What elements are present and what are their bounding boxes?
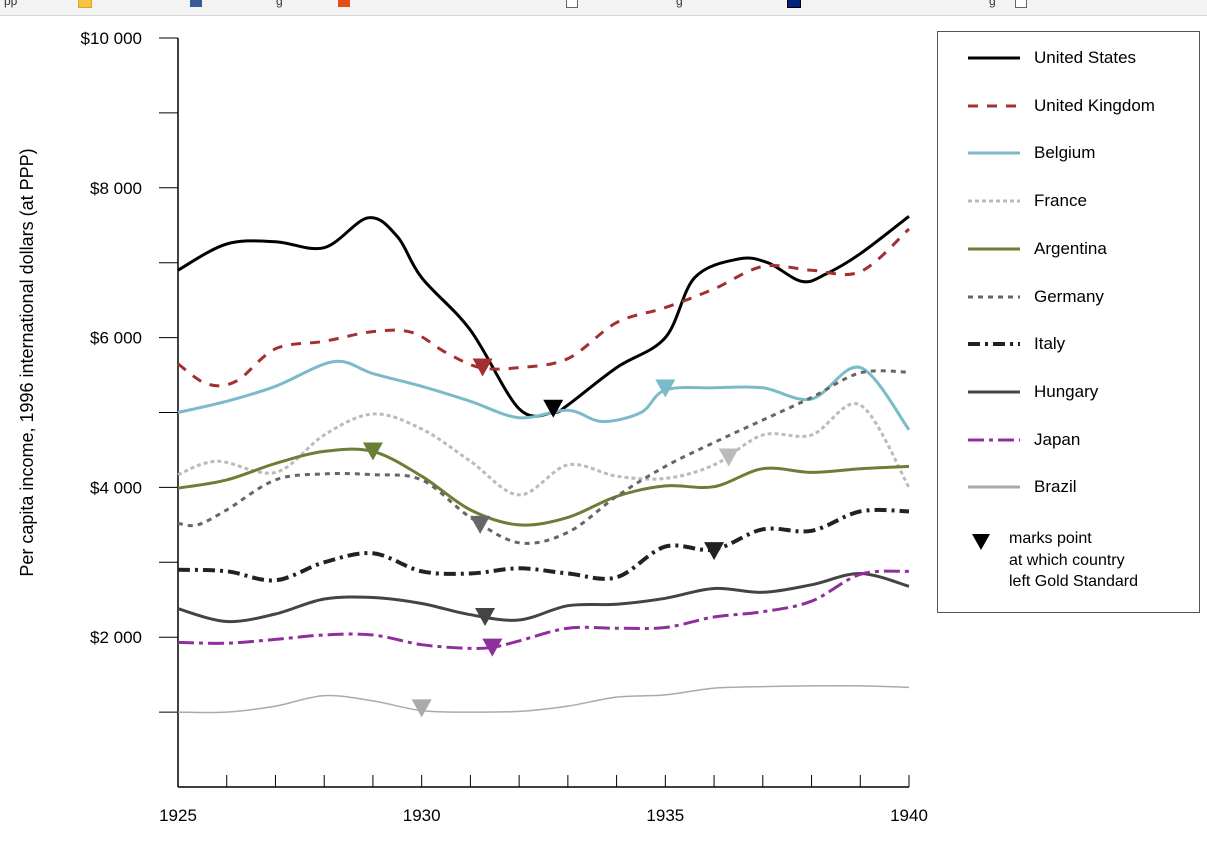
series-line-brazil	[177, 684, 910, 714]
legend-swatch	[968, 199, 1020, 203]
office-icon	[338, 0, 350, 7]
gold-standard-marker-france	[718, 448, 739, 467]
legend-label: Japan	[1034, 429, 1081, 449]
x-tick-label: 1935	[646, 806, 684, 825]
page-icon	[566, 0, 578, 8]
bookmark-page-2[interactable]	[1015, 0, 1027, 8]
legend-swatch	[968, 438, 1020, 442]
bookmarks-bar: pp g g g	[0, 0, 1207, 16]
series-line-hungary	[177, 571, 910, 624]
y-tick-label: $6 000	[90, 329, 142, 348]
bookmark-page[interactable]: g	[566, 0, 683, 8]
gold-standard-marker-japan	[482, 638, 503, 657]
triangle-down-icon	[972, 534, 990, 550]
series-line-france	[177, 402, 911, 497]
legend-swatch	[968, 104, 1020, 108]
legend-label: Argentina	[1034, 238, 1107, 258]
bookmark-facebook[interactable]: g	[190, 0, 283, 8]
gold-standard-marker-belgium	[655, 379, 676, 398]
legend-swatch	[968, 390, 1020, 394]
bookmark-label: g	[276, 0, 283, 8]
gold-standard-marker-united-kingdom	[472, 358, 493, 377]
y-axis-title: Per capita income, 1996 international do…	[17, 148, 37, 576]
series-line-united-states	[177, 215, 910, 418]
x-tick-label: 1940	[890, 806, 928, 825]
series-line-germany	[177, 369, 910, 545]
bookmark-label: pp	[4, 0, 18, 8]
legend-swatch	[968, 485, 1020, 489]
series-line-japan	[177, 569, 910, 651]
bookmark-office[interactable]	[338, 0, 350, 8]
series-line-united-kingdom	[177, 227, 911, 388]
legend-label: United States	[1034, 48, 1137, 67]
legend-label: Brazil	[1034, 477, 1077, 497]
flag-icon	[787, 0, 801, 8]
legend-swatch	[968, 56, 1020, 60]
y-tick-label: $2 000	[90, 628, 142, 647]
series-line-belgium	[177, 359, 911, 431]
gold-standard-marker-germany	[470, 515, 491, 534]
bookmark-folder[interactable]	[78, 0, 92, 8]
legend-label: Germany	[1034, 286, 1104, 306]
series-line-argentina	[177, 447, 910, 527]
y-tick-label: $10 000	[81, 29, 142, 48]
bookmark-label: g	[989, 0, 996, 8]
gold-standard-marker-argentina	[362, 442, 383, 461]
chart-legend: marks point at which country left Gold S…	[937, 31, 1200, 613]
legend-label: Hungary	[1034, 381, 1099, 401]
x-tick-label: 1925	[159, 806, 197, 825]
folder-icon	[78, 0, 92, 8]
gold-standard-marker-italy	[704, 542, 725, 561]
legend-label: United Kingdom	[1034, 95, 1155, 115]
legend-swatch	[968, 247, 1020, 251]
y-tick-label: $8 000	[90, 179, 142, 198]
legend-swatch	[968, 342, 1020, 347]
page-icon	[1015, 0, 1027, 8]
legend-swatch	[968, 295, 1020, 298]
legend-label: France	[1034, 191, 1087, 211]
bookmark-apps[interactable]: pp	[4, 0, 17, 8]
series-line-italy	[177, 507, 910, 583]
legend-note-text: marks point at which country left Gold S…	[1009, 530, 1138, 590]
y-tick-label: $4 000	[90, 478, 142, 497]
gold-standard-marker-hungary	[475, 607, 496, 626]
gold-standard-marker-united-states	[543, 399, 564, 418]
legend-swatch	[968, 151, 1020, 155]
gold-standard-marker-brazil	[411, 699, 432, 718]
legend-label: Belgium	[1034, 143, 1096, 163]
bookmark-label: g	[676, 0, 683, 8]
bookmark-flag[interactable]: g	[787, 0, 996, 8]
facebook-icon	[190, 0, 202, 7]
income-chart: $2 000 $4 000 $6 000 $8 000 $10 000 1925 1930 1…	[17, 29, 928, 825]
x-tick-label: 1930	[403, 806, 441, 825]
legend-label: Italy	[1034, 334, 1066, 354]
